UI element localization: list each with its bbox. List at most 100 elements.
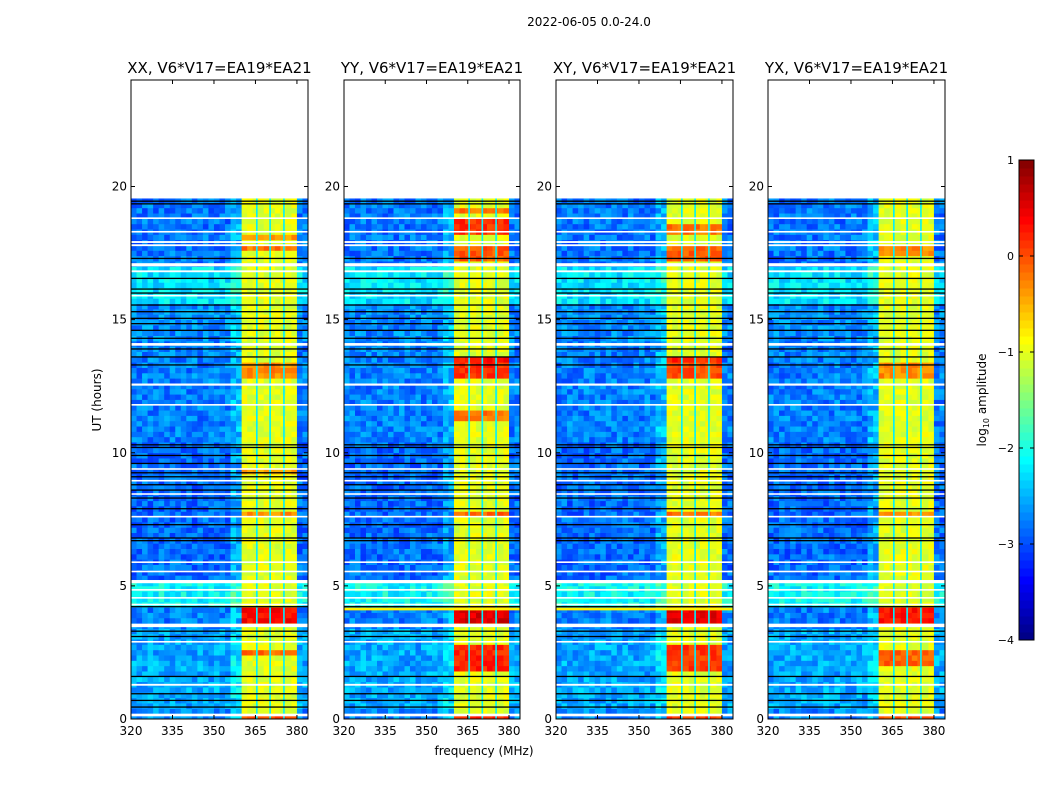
heatmap-cell	[131, 703, 137, 709]
heatmap-cell	[197, 368, 203, 374]
heatmap-cell	[286, 527, 292, 533]
heatmap-cell	[137, 527, 143, 533]
heatmap-cell	[247, 655, 253, 661]
heatmap-cell	[388, 650, 394, 656]
heatmap-cell	[164, 501, 170, 507]
heatmap-cell	[197, 666, 203, 672]
heatmap-cell	[275, 517, 281, 523]
heatmap-cell	[291, 282, 297, 288]
heatmap-cell	[192, 437, 198, 443]
heatmap-cell	[131, 660, 137, 666]
heatmap-cell	[258, 224, 264, 230]
flag-line-black	[131, 444, 308, 445]
heatmap-cell	[208, 373, 214, 379]
heatmap-cell	[454, 565, 460, 571]
heatmap-cell	[427, 426, 433, 432]
heatmap-cell	[394, 676, 400, 682]
flag-line-black	[131, 476, 308, 477]
heatmap-cell	[231, 378, 237, 384]
heatmap-cell	[131, 565, 137, 571]
heatmap-cell	[366, 703, 372, 709]
heatmap-cell	[203, 234, 209, 240]
heatmap-cell	[449, 676, 455, 682]
heatmap-cell	[231, 650, 237, 656]
heatmap-cell	[203, 330, 209, 336]
heatmap-cell	[275, 708, 281, 714]
heatmap-cell	[454, 447, 460, 453]
heatmap-cell	[148, 554, 154, 560]
band-separator	[256, 198, 258, 719]
heatmap-cell	[220, 250, 226, 256]
heatmap-cell	[355, 549, 361, 555]
heatmap-cell	[137, 447, 143, 453]
heatmap-cell	[186, 368, 192, 374]
heatmap-cell	[344, 644, 350, 650]
heatmap-cell	[421, 501, 427, 507]
heatmap-cell	[225, 234, 231, 240]
heatmap-cell	[344, 591, 350, 597]
heatmap-cell	[159, 586, 165, 592]
heatmap-cell	[355, 703, 361, 709]
heatmap-cell	[225, 368, 231, 374]
heatmap-cell	[344, 703, 350, 709]
heatmap-cell	[366, 644, 372, 650]
heatmap-cell	[208, 282, 214, 288]
heatmap-cell	[175, 421, 181, 427]
heatmap-cell	[264, 394, 270, 400]
heatmap-cell	[142, 501, 148, 507]
heatmap-cell	[410, 708, 416, 714]
heatmap-cell	[410, 644, 416, 650]
heatmap-cell	[242, 218, 248, 224]
heatmap-cell	[504, 613, 510, 619]
heatmap-cell	[181, 676, 187, 682]
heatmap-cell	[220, 591, 226, 597]
heatmap-cell	[236, 565, 242, 571]
heatmap-cell	[225, 208, 231, 214]
heatmap-cell	[465, 666, 471, 672]
heatmap-cell	[449, 426, 455, 432]
flag-gap-white	[131, 641, 308, 643]
heatmap-cell	[164, 527, 170, 533]
heatmap-cell	[242, 421, 248, 427]
heatmap-cell	[186, 554, 192, 560]
heatmap-cell	[366, 517, 372, 523]
heatmap-cell	[131, 330, 137, 336]
heatmap-cell	[471, 687, 477, 693]
heatmap-cell	[297, 431, 303, 437]
heatmap-cell	[405, 437, 411, 443]
heatmap-cell	[186, 607, 192, 613]
heatmap-cell	[175, 282, 181, 288]
heatmap-cell	[186, 549, 192, 555]
heatmap-cell	[192, 543, 198, 549]
heatmap-cell	[509, 644, 515, 650]
heatmap-cell	[142, 298, 148, 304]
heatmap-cell	[197, 394, 203, 400]
heatmap-cell	[258, 437, 264, 443]
heatmap-cell	[383, 666, 389, 672]
heatmap-cell	[170, 549, 176, 555]
heatmap-cell	[476, 591, 482, 597]
heatmap-cell	[366, 549, 372, 555]
heatmap-cell	[153, 250, 159, 256]
y-tick-label: 5	[119, 579, 127, 593]
heatmap-cell	[148, 250, 154, 256]
heatmap-cell	[344, 613, 350, 619]
heatmap-cell	[247, 373, 253, 379]
heatmap-cell	[142, 282, 148, 288]
heatmap-cell	[148, 410, 154, 416]
heatmap-cell	[142, 426, 148, 432]
heatmap-cell	[405, 543, 411, 549]
heatmap-cell	[181, 431, 187, 437]
heatmap-cell	[131, 368, 137, 374]
heatmap-cell	[186, 394, 192, 400]
heatmap-cell	[421, 565, 427, 571]
figure-suptitle: 2022-06-05 0.0-24.0	[527, 15, 651, 29]
heatmap-cell	[242, 410, 248, 416]
heatmap-cell	[220, 687, 226, 693]
heatmap-cell	[416, 644, 422, 650]
heatmap-cell	[449, 437, 455, 443]
heatmap-cell	[465, 655, 471, 661]
heatmap-cell	[383, 554, 389, 560]
flag-line-black	[131, 693, 308, 694]
heatmap-cell	[421, 554, 427, 560]
